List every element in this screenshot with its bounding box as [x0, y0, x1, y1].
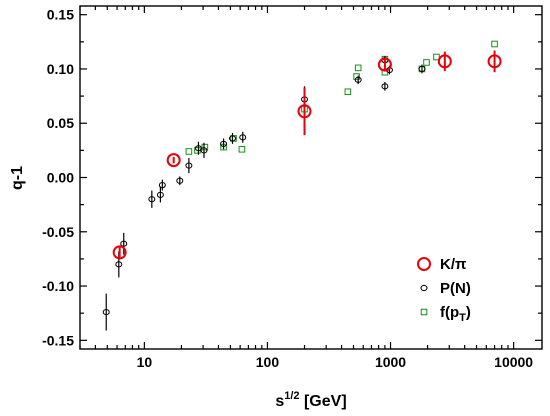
data-point — [381, 83, 389, 90]
data-point — [344, 88, 352, 96]
data-point — [156, 191, 164, 198]
x-axis-title: s1/2 [GeV] — [275, 390, 346, 410]
legend-label-main: K/π — [440, 256, 467, 273]
data-point — [487, 54, 502, 69]
data-point — [491, 40, 498, 48]
series-0 — [112, 50, 502, 260]
data-point — [297, 104, 312, 119]
y-tick-label: 0.15 — [47, 7, 74, 23]
legend-marker — [420, 284, 428, 292]
data-point — [220, 140, 228, 147]
legend-label-suffix: ) — [466, 304, 471, 321]
legend-entry: K/π — [417, 256, 467, 273]
y-tick-label: 0.05 — [47, 115, 74, 131]
data-point — [423, 59, 430, 66]
data-point — [418, 65, 426, 73]
data-point — [354, 64, 362, 72]
x-axis-title-main: s — [275, 393, 284, 410]
legend-label: P(N) — [440, 280, 471, 297]
data-point — [433, 53, 440, 61]
x-axis-title-sup: 1/2 — [284, 390, 299, 402]
legend-label-main: f(p — [440, 304, 459, 321]
y-axis: -0.15 -0.10 -0.05 0.00 0.05 0.10 0.15 — [42, 7, 542, 348]
x-tick-label: 1000 — [375, 354, 406, 370]
legend-entry: f(pT) — [420, 304, 471, 324]
data-point — [158, 181, 166, 189]
x-tick-label: 100 — [256, 354, 280, 370]
legend-label-sub: T — [459, 312, 466, 324]
data-point — [377, 57, 392, 72]
x-tick-label: 10000 — [494, 354, 533, 370]
data-point — [200, 147, 208, 154]
y-tick-label: -0.05 — [42, 224, 74, 240]
plot-frame — [79, 5, 543, 350]
x-axis-title-unit: [GeV] — [300, 393, 347, 410]
data-point — [148, 196, 156, 203]
data-point — [176, 177, 184, 184]
legend-marker — [420, 308, 428, 316]
y-tick-label: -0.10 — [42, 278, 74, 294]
data-point — [353, 73, 360, 80]
y-tick-label: -0.15 — [42, 332, 74, 348]
data-point — [228, 135, 236, 142]
data-point — [120, 240, 128, 247]
legend-entry: P(N) — [420, 280, 471, 297]
data-point — [201, 143, 209, 151]
legend-label: K/π — [440, 256, 467, 273]
series-1 — [102, 55, 426, 331]
data-point — [437, 54, 452, 69]
data-point — [239, 134, 247, 141]
data-point — [115, 261, 123, 268]
y-axis-title: q-1 — [9, 166, 26, 190]
y-tick-label: 0.00 — [47, 170, 74, 186]
data-point — [354, 76, 362, 83]
x-tick-label: 10 — [137, 354, 153, 370]
data-point — [185, 162, 193, 169]
data-point — [238, 145, 246, 153]
y-tick-label: 0.10 — [47, 61, 74, 77]
data-point — [112, 245, 127, 260]
legend-marker — [417, 257, 431, 271]
x-axis: 10 100 1000 10000 — [79, 6, 533, 370]
legend: K/π P(N) f(pT) — [417, 256, 471, 324]
data-point — [166, 153, 181, 168]
legend-label: f(pT) — [440, 304, 471, 324]
legend-label-main: P(N) — [440, 280, 471, 297]
data-point — [185, 148, 193, 155]
data-point — [102, 308, 110, 316]
plot-marks — [102, 40, 502, 331]
